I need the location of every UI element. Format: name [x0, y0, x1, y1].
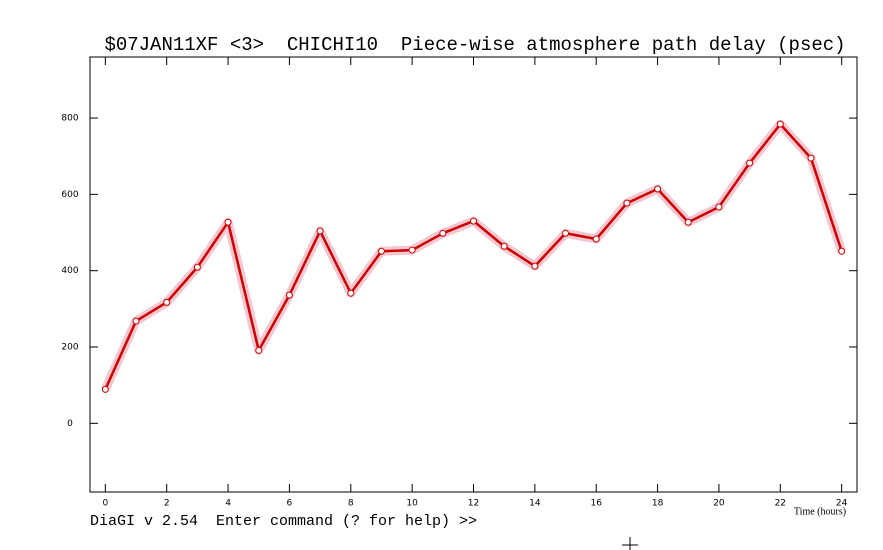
line — [104, 122, 843, 390]
point — [623, 199, 631, 207]
point — [347, 289, 355, 297]
x-tick-label: 0 — [102, 499, 108, 509]
x-tick-label: 2 — [164, 499, 170, 509]
point — [746, 159, 754, 167]
point — [132, 317, 140, 325]
cursor — [622, 537, 638, 550]
point — [776, 120, 784, 128]
x-tick-label: 10 — [406, 499, 418, 509]
point — [500, 242, 508, 250]
point — [101, 385, 109, 393]
x-tick-label: 14 — [529, 499, 541, 509]
point — [377, 247, 385, 255]
point — [838, 247, 846, 255]
point — [255, 346, 263, 354]
point — [163, 298, 171, 306]
x-tick-label: 24 — [836, 499, 848, 509]
y-tick-label: 200 — [61, 343, 78, 353]
point — [285, 291, 293, 299]
point — [684, 218, 692, 226]
command-prompt: DiaGI v 2.54 Enter command (? for help) … — [90, 513, 477, 530]
x-tick-label: 12 — [468, 499, 479, 509]
y-tick-label: 600 — [61, 190, 78, 200]
y-tick-label: 800 — [61, 114, 78, 124]
point — [439, 229, 447, 237]
point — [531, 262, 539, 270]
x-tick-label: 22 — [775, 499, 786, 509]
point — [592, 235, 600, 243]
x-tick-label: 20 — [713, 499, 725, 509]
x-axis-label: Time (hours) — [794, 506, 846, 517]
point — [408, 246, 416, 254]
point — [654, 185, 662, 193]
line-halo — [101, 119, 846, 392]
x-tick-label: 8 — [348, 499, 354, 509]
point — [562, 229, 570, 237]
point — [470, 217, 477, 225]
point — [715, 203, 723, 211]
point — [807, 154, 815, 162]
point — [316, 227, 324, 235]
x-tick-label: 18 — [652, 499, 664, 509]
point — [193, 263, 201, 271]
y-tick-label: 400 — [61, 266, 78, 276]
plot-frame — [89, 56, 858, 493]
x-tick-label: 6 — [287, 499, 293, 509]
x-tick-label: 4 — [225, 499, 231, 509]
x-tick-label: 16 — [590, 499, 602, 509]
chart-title: $07JAN11XF <3> CHICHI10 Piece-wise atmos… — [104, 34, 845, 56]
point — [224, 218, 232, 226]
y-tick-label: 0 — [67, 419, 73, 429]
